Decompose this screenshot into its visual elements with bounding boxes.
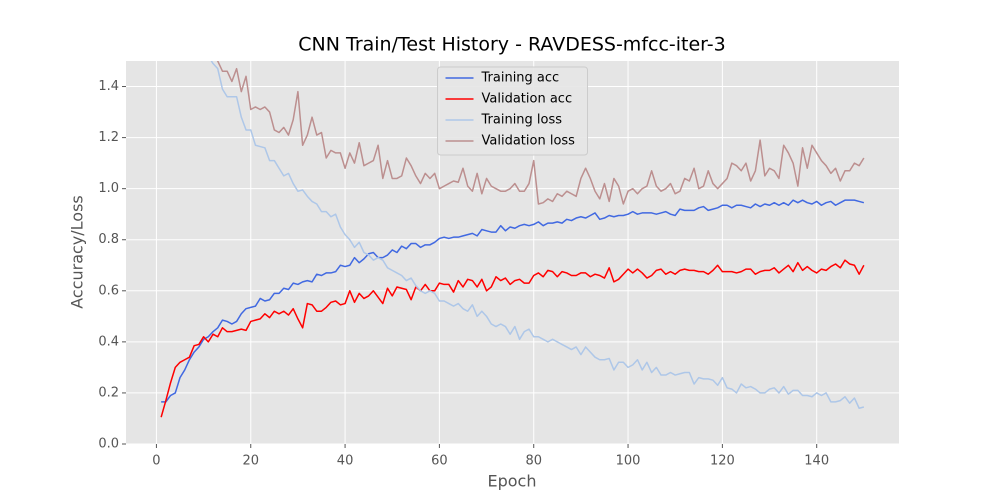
legend-box: [437, 66, 588, 156]
legend: Training acc Validation acc Training loss V…: [437, 66, 588, 156]
x-tick-label: 100: [616, 454, 641, 469]
y-tick-label: 1.2: [98, 130, 119, 145]
series-line: [160, 259, 865, 418]
series-line: [216, 61, 865, 205]
y-tick-label: 1.4: [98, 79, 119, 94]
x-tick-label: 80: [525, 454, 542, 469]
x-tick-label: 60: [431, 454, 448, 469]
y-tick-label: 0.0: [98, 437, 119, 452]
y-axis-label: Accuracy/Loss: [68, 195, 87, 309]
legend-label: Validation loss: [482, 134, 576, 149]
lines: [160, 61, 865, 418]
y-tick-label: 0.8: [98, 232, 119, 247]
x-tick-label: 0: [152, 454, 160, 469]
x-tick-label: 40: [337, 454, 354, 469]
legend-label: Validation acc: [482, 92, 573, 107]
x-axis-label: Epoch: [488, 472, 537, 491]
y-tick-label: 0.4: [98, 334, 119, 349]
x-tick-label: 140: [804, 454, 829, 469]
series-line: [210, 61, 865, 409]
series-line: [161, 199, 865, 403]
axes: 0 20 40 60 80 100 120 140 0.0 0.2 0.4 0.6 0.8 1.0 1.2 1…: [98, 79, 829, 468]
legend-label: Training loss: [481, 113, 563, 128]
y-tick-label: 1.0: [98, 181, 119, 196]
y-tick-label: 0.2: [98, 385, 119, 400]
legend-label: Training acc: [481, 71, 560, 86]
x-tick-label: 20: [242, 454, 259, 469]
x-tick-label: 120: [710, 454, 735, 469]
y-tick-label: 0.6: [98, 283, 119, 298]
chart-title: CNN Train/Test History - RAVDESS-mfcc-it…: [298, 34, 725, 56]
